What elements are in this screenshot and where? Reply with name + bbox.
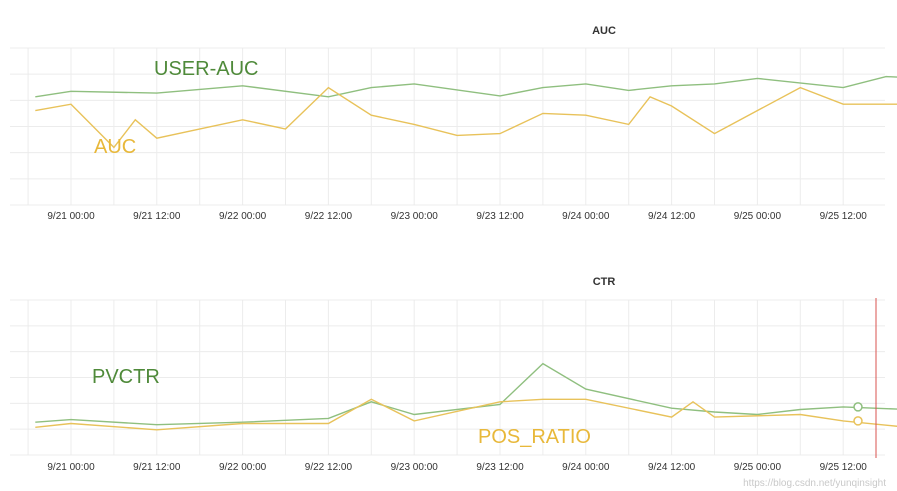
x-tick-label: 9/25 00:00 (734, 462, 782, 473)
x-tick-label: 9/23 00:00 (391, 462, 439, 473)
x-tick-label: 9/21 12:00 (133, 462, 181, 473)
chart-panel-ctr: CTR 9/21 00:00 9/21 12:00 9/22 00:00 9/22 12… (10, 276, 897, 473)
x-tick-label: 9/25 00:00 (734, 211, 782, 222)
hover-marker (853, 416, 863, 426)
x-tick-label: 9/24 12:00 (648, 211, 696, 222)
series-line-pos-ratio (35, 398, 897, 431)
x-tick-label: 9/22 00:00 (219, 462, 267, 473)
x-tick-label: 9/25 12:00 (820, 211, 868, 222)
chart-title: CTR (593, 276, 616, 288)
x-tick-label: 9/21 00:00 (47, 462, 95, 473)
x-tick-label: 9/24 00:00 (562, 211, 610, 222)
chart-panel-auc: AUC 9/21 00:00 9/21 12:00 9/22 00:00 9/22 12… (10, 25, 897, 222)
x-tick-label: 9/21 12:00 (133, 211, 181, 222)
x-tick-label: 9/23 12:00 (476, 462, 524, 473)
x-tick-label: 9/24 12:00 (648, 462, 696, 473)
x-tick-label: 9/22 12:00 (305, 211, 353, 222)
x-tick-label: 9/25 12:00 (820, 462, 868, 473)
series-line-auc (35, 86, 897, 149)
series-annotation-pvctr: PVCTR (92, 366, 160, 388)
series-line-pvctr (35, 362, 897, 426)
x-tick-label: 9/22 12:00 (305, 462, 353, 473)
x-tick-label: 9/21 00:00 (47, 211, 95, 222)
hover-marker (853, 402, 863, 412)
x-tick-label: 9/24 00:00 (562, 462, 610, 473)
series-annotation-pos-ratio: POS_RATIO (478, 426, 591, 448)
series-annotation-user-auc: USER-AUC (154, 58, 258, 80)
chart-title: AUC (592, 25, 616, 37)
x-tick-label: 9/22 00:00 (219, 211, 267, 222)
watermark-text: https://blog.csdn.net/yunqinsight (743, 478, 886, 489)
x-tick-label: 9/23 00:00 (391, 211, 439, 222)
series-annotation-auc: AUC (94, 136, 136, 158)
x-tick-label: 9/23 12:00 (476, 211, 524, 222)
